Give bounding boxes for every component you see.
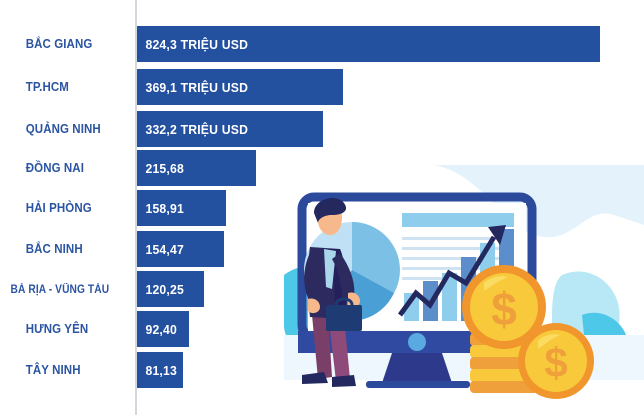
bar-category-label: BẮC GIANG xyxy=(25,37,93,51)
bar-value-label: 824,3 TRIỆU USD xyxy=(145,36,249,52)
bar-category-label: QUẢNG NINH xyxy=(25,122,101,136)
bar-value-label: 81,13 xyxy=(145,362,177,378)
bar-category-label: TP.HCM xyxy=(25,80,69,94)
bar-segment: 824,3 TRIỆU USD xyxy=(137,26,600,62)
table-row: HƯNG YÊN 92,40 xyxy=(0,311,644,347)
table-row: TP.HCM 369,1 TRIỆU USD xyxy=(0,69,644,105)
bar-segment: 120,25 xyxy=(137,271,204,307)
bar-value-label: 215,68 xyxy=(145,160,184,176)
bar-segment: 92,40 xyxy=(137,311,189,347)
table-row: ĐỒNG NAI 215,68 xyxy=(0,150,644,186)
table-row: BẮC GIANG 824,3 TRIỆU USD xyxy=(0,26,644,62)
bar-category-label: HẢI PHÒNG xyxy=(25,201,92,215)
bar-category-label: BẮC NINH xyxy=(25,242,83,256)
bar-value-label: 120,25 xyxy=(145,281,184,297)
bar-category-label: BÀ RỊA - VŨNG TÀU xyxy=(10,282,110,296)
bar-category-label: TÂY NINH xyxy=(25,363,81,377)
table-row: QUẢNG NINH 332,2 TRIỆU USD xyxy=(0,111,644,147)
table-row: BẮC NINH 154,47 xyxy=(0,231,644,267)
bar-value-label: 332,2 TRIỆU USD xyxy=(145,121,249,137)
bar-segment: 81,13 xyxy=(137,352,183,388)
table-row: TÂY NINH 81,13 xyxy=(0,352,644,388)
bar-value-label: 154,47 xyxy=(145,241,184,257)
bar-category-label: ĐỒNG NAI xyxy=(25,161,85,175)
bar-segment: 154,47 xyxy=(137,231,224,267)
bar-value-label: 92,40 xyxy=(145,321,177,337)
bar-segment: 332,2 TRIỆU USD xyxy=(137,111,323,147)
bar-segment: 215,68 xyxy=(137,150,256,186)
bar-segment: 158,91 xyxy=(137,190,226,226)
bar-segment: 369,1 TRIỆU USD xyxy=(137,69,343,105)
bar-category-label: HƯNG YÊN xyxy=(25,322,89,336)
table-row: HẢI PHÒNG 158,91 xyxy=(0,190,644,226)
bar-value-label: 158,91 xyxy=(145,200,184,216)
table-row: BÀ RỊA - VŨNG TÀU 120,25 xyxy=(0,271,644,307)
bar-value-label: 369,1 TRIỆU USD xyxy=(145,79,249,95)
chart-axis-line xyxy=(135,0,137,415)
